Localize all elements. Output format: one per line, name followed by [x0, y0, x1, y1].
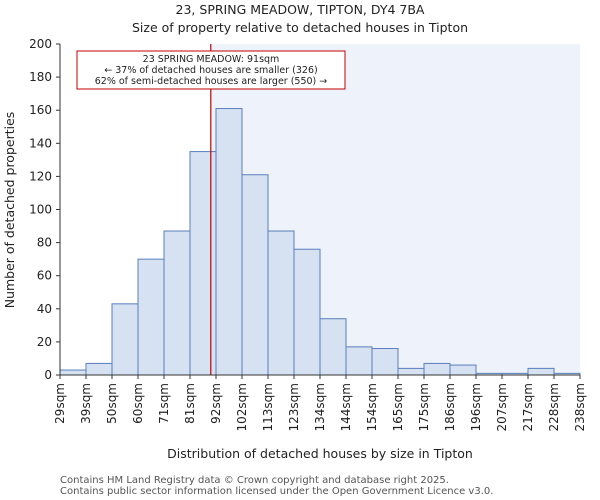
x-tick-label: 92sqm — [209, 383, 223, 424]
bar — [59, 369, 87, 376]
bar — [163, 230, 191, 376]
bar — [371, 348, 399, 376]
x-tick-label: 217sqm — [521, 383, 535, 431]
bars-group — [59, 108, 581, 376]
chart-title: 23, SPRING MEADOW, TIPTON, DY4 7BA — [176, 2, 425, 17]
y-tick-label: 180 — [29, 70, 52, 84]
annotation-frame — [76, 50, 346, 90]
bar — [527, 367, 555, 376]
x-ticks: 29sqm 39sqm 50sqm 60sqm 71sqm 81sqm 92sqm 102sq… — [53, 375, 587, 431]
x-tick-label: 134sqm — [313, 383, 327, 431]
x-tick-label: 123sqm — [287, 383, 301, 431]
bar — [449, 364, 477, 376]
y-tick-label: 100 — [29, 203, 52, 217]
bar — [423, 362, 451, 376]
y-tick-label: 140 — [29, 136, 52, 150]
x-tick-label: 186sqm — [443, 383, 457, 431]
x-tick-label: 228sqm — [547, 383, 561, 431]
bar — [85, 362, 113, 376]
y-tick-label: 160 — [29, 103, 52, 117]
bar — [267, 230, 295, 376]
y-tick-label: 20 — [37, 335, 52, 349]
x-tick-label: 39sqm — [79, 383, 93, 424]
annotation-line-2: ← 37% of detached houses are smaller (32… — [104, 65, 317, 76]
x-tick-label: 60sqm — [131, 383, 145, 424]
x-tick-label: 29sqm — [53, 383, 67, 424]
chart-subtitle: Size of property relative to detached ho… — [132, 20, 468, 35]
y-ticks: 0 20 40 60 80 100 120 140 160 180 200 — [29, 37, 60, 382]
bar — [345, 346, 373, 376]
bar — [215, 108, 243, 376]
bar — [293, 248, 321, 376]
footer-line-2: Contains public sector information licen… — [60, 486, 493, 497]
y-tick-label: 120 — [29, 169, 52, 183]
annotation-line-3: 62% of semi-detached houses are larger (… — [95, 76, 328, 87]
y-tick-label: 200 — [29, 37, 52, 51]
x-tick-label: 71sqm — [157, 383, 171, 424]
bar — [111, 303, 139, 376]
y-tick-label: 60 — [37, 269, 52, 283]
footer-line-1: Contains HM Land Registry data © Crown c… — [60, 475, 449, 486]
x-tick-label: 113sqm — [261, 383, 275, 431]
x-tick-label: 165sqm — [391, 383, 405, 431]
bar — [319, 318, 347, 376]
x-tick-label: 81sqm — [183, 383, 197, 424]
x-tick-label: 144sqm — [339, 383, 353, 431]
x-tick-label: 50sqm — [105, 383, 119, 424]
annotation-box: 23 SPRING MEADOW: 91sqm ← 37% of detache… — [76, 50, 346, 90]
y-tick-label: 0 — [44, 368, 52, 382]
bar — [137, 258, 165, 376]
bar — [189, 151, 217, 376]
x-tick-label: 102sqm — [235, 383, 249, 431]
y-tick-label: 40 — [37, 302, 52, 316]
x-tick-label: 207sqm — [495, 383, 509, 431]
bar — [397, 367, 425, 376]
x-tick-label: 196sqm — [469, 383, 483, 431]
x-axis-label: Distribution of detached houses by size … — [167, 446, 473, 461]
x-tick-label: 175sqm — [417, 383, 431, 431]
annotation-line-1: 23 SPRING MEADOW: 91sqm — [143, 54, 280, 65]
y-axis-label: Number of detached properties — [2, 112, 17, 309]
y-tick-label: 80 — [37, 236, 52, 250]
x-tick-label: 238sqm — [573, 383, 587, 431]
x-tick-label: 154sqm — [365, 383, 379, 431]
bar — [241, 174, 269, 376]
